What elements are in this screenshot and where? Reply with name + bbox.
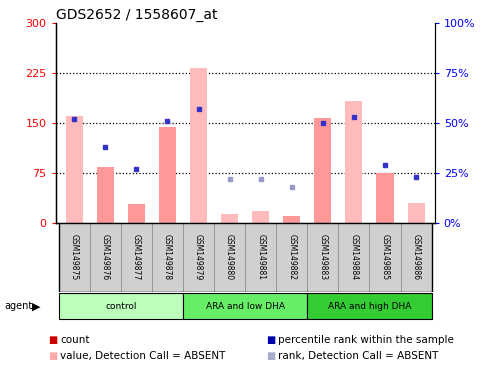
Text: value, Detection Call = ABSENT: value, Detection Call = ABSENT	[60, 351, 226, 361]
Bar	[252, 212, 269, 223]
Text: percentile rank within the sample: percentile rank within the sample	[278, 335, 454, 345]
Text: GSM149878: GSM149878	[163, 234, 172, 280]
Bar	[345, 101, 362, 223]
Text: ▶: ▶	[32, 301, 41, 311]
Bar	[221, 214, 238, 223]
Text: control: control	[105, 302, 137, 311]
FancyBboxPatch shape	[339, 223, 369, 292]
FancyBboxPatch shape	[183, 223, 214, 292]
Text: agent: agent	[5, 301, 33, 311]
Bar	[66, 116, 83, 223]
Text: GSM149880: GSM149880	[225, 234, 234, 280]
Text: GSM149886: GSM149886	[412, 234, 421, 280]
Bar	[190, 68, 207, 223]
Text: ■: ■	[266, 335, 275, 345]
Text: GSM149879: GSM149879	[194, 234, 203, 280]
Text: ■: ■	[266, 351, 275, 361]
Bar	[283, 216, 300, 223]
FancyBboxPatch shape	[214, 223, 245, 292]
FancyBboxPatch shape	[90, 223, 121, 292]
Text: ■: ■	[48, 335, 57, 345]
Text: count: count	[60, 335, 90, 345]
Text: ■: ■	[48, 351, 57, 361]
FancyBboxPatch shape	[58, 293, 183, 319]
Text: GSM149885: GSM149885	[381, 234, 389, 280]
Text: GSM149876: GSM149876	[101, 234, 110, 280]
Bar	[314, 118, 331, 223]
Text: ARA and high DHA: ARA and high DHA	[328, 302, 411, 311]
Text: GDS2652 / 1558607_at: GDS2652 / 1558607_at	[56, 8, 217, 22]
FancyBboxPatch shape	[245, 223, 276, 292]
FancyBboxPatch shape	[58, 223, 90, 292]
FancyBboxPatch shape	[183, 293, 307, 319]
Text: GSM149877: GSM149877	[132, 234, 141, 280]
FancyBboxPatch shape	[307, 223, 339, 292]
Bar	[376, 173, 394, 223]
Bar	[408, 203, 425, 223]
FancyBboxPatch shape	[276, 223, 307, 292]
Text: rank, Detection Call = ABSENT: rank, Detection Call = ABSENT	[278, 351, 438, 361]
FancyBboxPatch shape	[152, 223, 183, 292]
Text: GSM149883: GSM149883	[318, 234, 327, 280]
Text: GSM149881: GSM149881	[256, 234, 265, 280]
Bar	[159, 127, 176, 223]
FancyBboxPatch shape	[307, 293, 432, 319]
FancyBboxPatch shape	[400, 223, 432, 292]
Text: GSM149882: GSM149882	[287, 234, 296, 280]
Text: GSM149875: GSM149875	[70, 234, 79, 280]
Bar	[128, 204, 145, 223]
Text: ARA and low DHA: ARA and low DHA	[206, 302, 284, 311]
FancyBboxPatch shape	[369, 223, 400, 292]
FancyBboxPatch shape	[121, 223, 152, 292]
Bar	[97, 167, 114, 223]
Text: GSM149884: GSM149884	[349, 234, 358, 280]
